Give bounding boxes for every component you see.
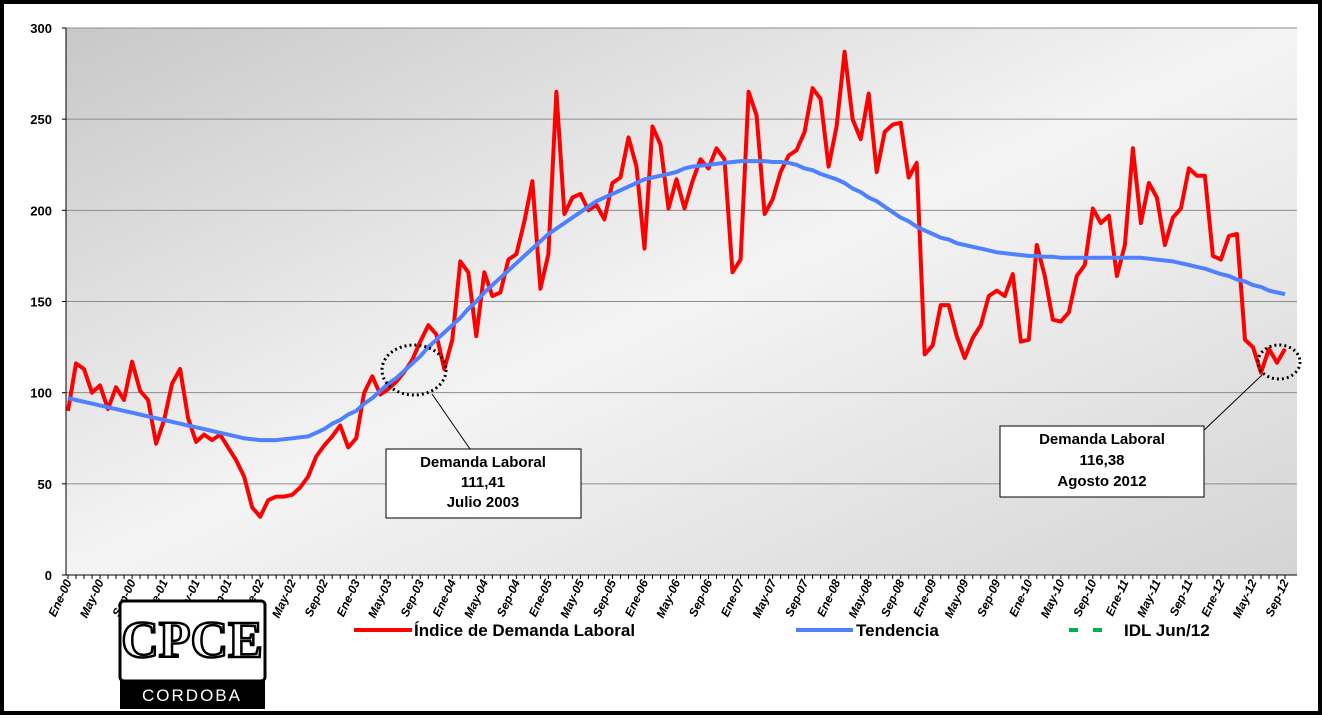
annotation-text: 111,41 [461,474,505,491]
y-tick-label: 0 [45,568,52,583]
legend-label: IDL Jun/12 [1124,621,1210,640]
grid [62,27,1297,576]
legend: Índice de Demanda Laboral Tendencia IDL … [354,621,1210,640]
annotation-text: Julio 2003 [447,494,520,511]
logo-title: CPCE [121,612,263,669]
legend-label: Tendencia [856,621,939,640]
annotation-circle [380,343,448,397]
series-line [66,49,1287,519]
annotation-text: Agosto 2012 [1057,473,1146,490]
annotation-leader [431,393,471,450]
series-line [67,159,1286,443]
annotation-circle [1256,343,1302,381]
logo: CPCE CORDOBA [118,599,267,709]
y-tick-label: 100 [30,386,52,401]
y-tick-label: 50 [38,477,52,492]
annotation-box [385,448,582,519]
lines [66,49,1287,519]
annotation-text: 116,38 [1079,452,1124,469]
y-tick-label: 250 [30,112,52,127]
annotation-text: Demanda Laboral [1039,431,1165,448]
y-tick-label: 150 [30,295,52,310]
annotation-text: Demanda Laboral [420,454,546,471]
annotation-leader [1199,374,1263,435]
logo-band [120,681,265,709]
y-tick-label: 200 [30,203,52,218]
legend-label: Índice de Demanda Laboral [414,621,635,640]
y-tick-label: 300 [30,21,52,36]
logo-subtitle: CORDOBA [142,686,242,705]
annotation-box [999,425,1205,498]
